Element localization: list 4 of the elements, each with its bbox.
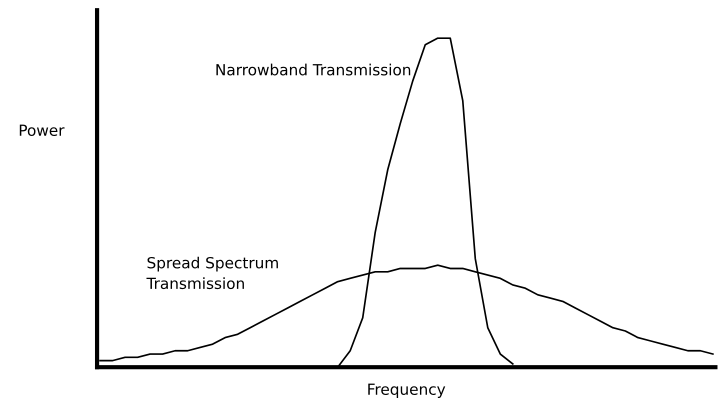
x-axis-title: Frequency bbox=[368, 384, 446, 398]
series-label: Narrowband Transmission bbox=[216, 64, 410, 76]
y-axis-title: Power bbox=[20, 124, 65, 136]
series-label: Spread Spectrum Transmission bbox=[146, 256, 278, 290]
